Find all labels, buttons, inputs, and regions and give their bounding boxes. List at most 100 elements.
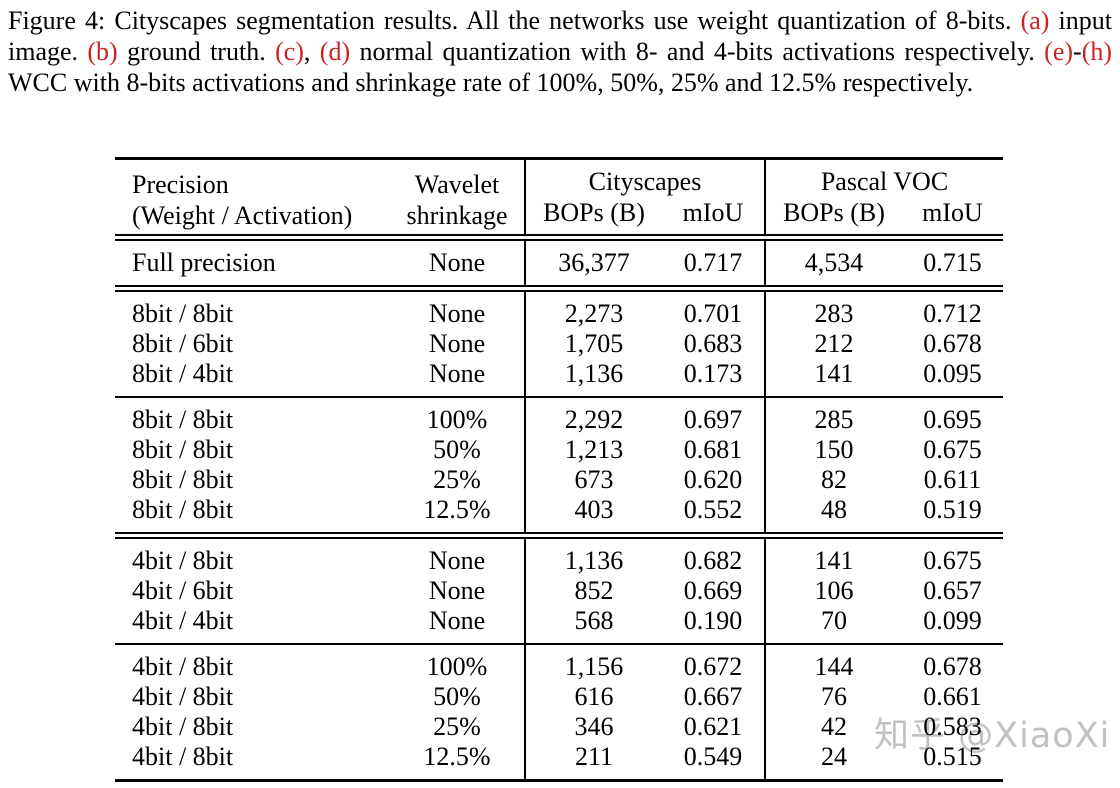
cell-pascal-bops: 150 bbox=[814, 435, 854, 464]
cell-precision: Full precision bbox=[115, 237, 390, 292]
group-header-pascal-voc: Pascal VOC bbox=[820, 167, 949, 196]
cell-pascal-bops: 24 bbox=[821, 742, 847, 771]
cell-cityscapes-miou: 0.620 bbox=[662, 465, 766, 495]
cell-cityscapes-bops: 1,136 bbox=[564, 546, 624, 575]
table-row: Full precision None 36,377 0.717 4,534 0… bbox=[115, 237, 1004, 292]
cell-pascal-bops: 285 bbox=[814, 405, 854, 434]
cell-cityscapes-miou: 0.683 bbox=[662, 329, 766, 359]
cell-shrinkage: 25% bbox=[390, 712, 526, 742]
cell-pascal-bops: 48 bbox=[765, 495, 902, 539]
table-row: 8bit / 8bit 100% 2,292 0.697 285 0.695 bbox=[115, 397, 1003, 435]
cell-precision: 4bit / 6bit bbox=[132, 576, 234, 605]
caption-figure-ref: (e) bbox=[1044, 37, 1074, 66]
table-row: 4bit / 6bit None 852 0.669 106 0.657 bbox=[115, 576, 1003, 606]
table-header: Precision (Weight / Activation) Wavelet … bbox=[115, 158, 1004, 241]
table-row: 4bit / 8bit 25% 346 0.621 42 0.583 bbox=[115, 712, 1003, 742]
table-row: 4bit / 8bit 100% 1,156 0.672 144 0.678 bbox=[115, 644, 1003, 682]
watermark: 知乎 @XiaoXi bbox=[874, 716, 1111, 756]
cell-cityscapes-bops: 852 bbox=[574, 576, 614, 605]
cell-pascal-miou: 0.675 bbox=[923, 435, 982, 464]
col-header-precision: Precision (Weight / Activation) bbox=[115, 158, 390, 241]
header-row-groups: Precision (Weight / Activation) Wavelet … bbox=[115, 158, 1003, 241]
cell-pascal-miou: 0.715 bbox=[902, 237, 1004, 292]
col-header-wavelet-line1: Wavelet bbox=[414, 170, 500, 199]
cell-shrinkage: None bbox=[390, 606, 526, 645]
section-8bit-no-shrinkage: 8bit / 8bit None 2,273 0.701 283 0.712 8… bbox=[115, 288, 1004, 398]
cell-cityscapes-bops: 36,377 bbox=[525, 237, 662, 292]
caption-text-segment: Figure 4: Cityscapes segmentation result… bbox=[8, 6, 1021, 35]
cell-shrinkage: None bbox=[390, 576, 526, 606]
cell-shrinkage: None bbox=[390, 237, 526, 292]
cell-shrinkage: 25% bbox=[390, 465, 526, 495]
cell-pascal-miou: 0.611 bbox=[923, 465, 982, 494]
cell-pascal-miou: 0.583 bbox=[923, 712, 982, 741]
cell-cityscapes-bops: 616 bbox=[574, 682, 614, 711]
cell-cityscapes-miou: 0.552 bbox=[662, 495, 766, 539]
section-8bit-wcc-shrinkage: 8bit / 8bit 100% 2,292 0.697 285 0.695 8… bbox=[115, 397, 1004, 539]
cell-pascal-miou: 0.099 bbox=[902, 606, 1004, 645]
cell-precision: 4bit / 8bit bbox=[132, 652, 234, 681]
caption-text-segment: WCC with 8-bits activations and shrinkag… bbox=[8, 68, 974, 97]
cell-pascal-miou: 0.678 bbox=[923, 652, 982, 681]
cell-cityscapes-miou: 0.621 bbox=[662, 712, 766, 742]
caption-text-segment: , bbox=[303, 37, 320, 66]
cell-cityscapes-miou: 0.190 bbox=[662, 606, 766, 645]
cell-cityscapes-bops: 568 bbox=[525, 606, 662, 645]
cell-pascal-bops: 283 bbox=[814, 299, 854, 328]
cell-cityscapes-miou: 0.669 bbox=[662, 576, 766, 606]
col-header-wavelet-shrinkage: Wavelet shrinkage bbox=[390, 158, 526, 241]
results-table-container: Precision (Weight / Activation) Wavelet … bbox=[115, 157, 1004, 782]
cell-pascal-miou: 0.678 bbox=[923, 329, 982, 358]
subheader-cityscapes-miou: mIoU bbox=[662, 197, 766, 241]
group-header-cityscapes: Cityscapes bbox=[525, 158, 766, 197]
cell-precision: 4bit / 4bit bbox=[115, 606, 390, 645]
table-row: 8bit / 6bit None 1,705 0.683 212 0.678 bbox=[115, 329, 1003, 359]
cell-shrinkage: None bbox=[390, 288, 526, 329]
cell-cityscapes-bops: 1,213 bbox=[564, 435, 624, 464]
cell-precision: 8bit / 8bit bbox=[132, 465, 234, 494]
cell-pascal-bops: 106 bbox=[814, 576, 854, 605]
cell-pascal-miou: 0.712 bbox=[923, 299, 982, 328]
cell-cityscapes-miou: 0.682 bbox=[662, 535, 766, 576]
col-header-precision-line1: Precision bbox=[132, 170, 229, 199]
figure-caption: Figure 4: Cityscapes segmentation result… bbox=[8, 5, 1112, 98]
cell-pascal-miou: 0.519 bbox=[902, 495, 1004, 539]
cell-cityscapes-bops: 1,156 bbox=[564, 652, 624, 681]
caption-text-segment: - bbox=[1073, 37, 1082, 66]
table-row: 8bit / 8bit 25% 673 0.620 82 0.611 bbox=[115, 465, 1003, 495]
cell-cityscapes-bops: 2,273 bbox=[564, 299, 624, 328]
table-row: 8bit / 4bit None 1,136 0.173 141 0.095 bbox=[115, 359, 1004, 398]
cell-cityscapes-miou: 0.173 bbox=[662, 359, 766, 398]
cell-shrinkage: 12.5% bbox=[390, 495, 526, 539]
table-row: 4bit / 8bit 50% 616 0.667 76 0.661 bbox=[115, 682, 1003, 712]
caption-text-segment: input image. bbox=[8, 6, 1113, 66]
cell-cityscapes-bops: 1,705 bbox=[564, 329, 624, 358]
cell-cityscapes-miou: 0.701 bbox=[662, 288, 766, 329]
section-4bit-wcc-shrinkage: 4bit / 8bit 100% 1,156 0.672 144 0.678 4… bbox=[115, 644, 1003, 781]
cell-pascal-bops: 70 bbox=[765, 606, 902, 645]
col-header-precision-line2: (Weight / Activation) bbox=[132, 201, 353, 230]
cell-shrinkage: None bbox=[390, 329, 526, 359]
cell-cityscapes-bops: 211 bbox=[574, 742, 614, 771]
cell-precision: 4bit / 8bit bbox=[132, 742, 234, 771]
subheader-cityscapes-bops: BOPs (B) bbox=[525, 197, 662, 241]
table-row: 8bit / 8bit None 2,273 0.701 283 0.712 bbox=[115, 288, 1003, 329]
table-row: 4bit / 4bit None 568 0.190 70 0.099 bbox=[115, 606, 1004, 645]
cell-pascal-bops: 4,534 bbox=[765, 237, 902, 292]
header-row-sub: BOPs (B) mIoU BOPs (B) mIoU bbox=[115, 197, 1004, 241]
results-table: Precision (Weight / Activation) Wavelet … bbox=[115, 157, 1004, 782]
cell-precision: 4bit / 8bit bbox=[132, 546, 234, 575]
caption-figure-ref: (c) bbox=[275, 37, 304, 66]
col-header-wavelet-line2: shrinkage bbox=[406, 201, 508, 230]
cell-pascal-miou: 0.095 bbox=[902, 359, 1004, 398]
cell-pascal-miou: 0.657 bbox=[923, 576, 982, 605]
cell-pascal-bops: 76 bbox=[821, 682, 847, 711]
cell-shrinkage: None bbox=[390, 359, 526, 398]
table-row: 8bit / 8bit 50% 1,213 0.681 150 0.675 bbox=[115, 435, 1003, 465]
section-4bit-no-shrinkage: 4bit / 8bit None 1,136 0.682 141 0.675 4… bbox=[115, 535, 1004, 645]
cell-pascal-miou: 0.675 bbox=[923, 546, 982, 575]
cell-precision: 8bit / 8bit bbox=[132, 299, 234, 328]
cell-precision: 8bit / 6bit bbox=[132, 329, 234, 358]
cell-precision: 4bit / 8bit bbox=[132, 712, 234, 741]
cell-shrinkage: None bbox=[390, 535, 526, 576]
